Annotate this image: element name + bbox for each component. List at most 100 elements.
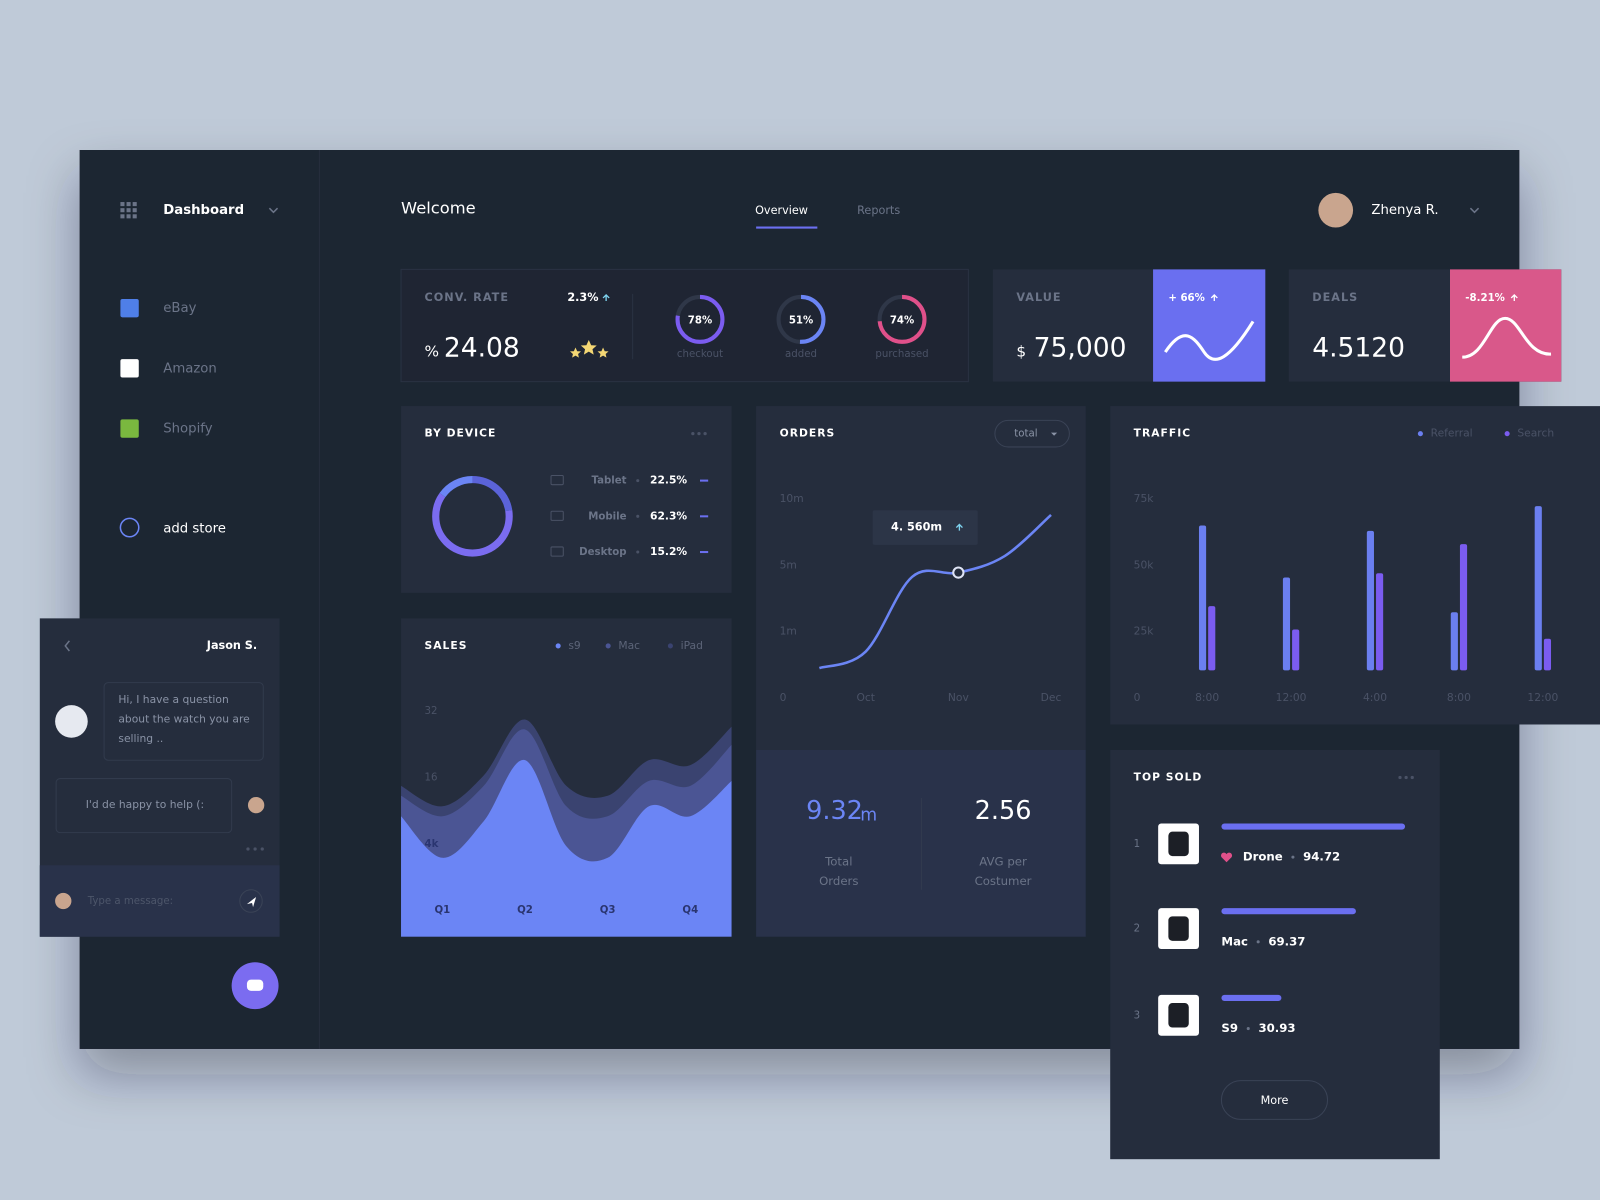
summary-label: AVG per: [979, 855, 1027, 869]
bar: [1376, 573, 1384, 671]
more-dots[interactable]: [691, 432, 707, 436]
x-tick-label: Dec: [1041, 691, 1062, 704]
store-link[interactable]: Shopify: [163, 422, 212, 437]
ring-label: 78%: [688, 315, 712, 326]
decoration: [132, 208, 137, 213]
line: [818, 513, 1052, 670]
tab[interactable]: Overview: [755, 204, 808, 217]
send-icon[interactable]: [246, 896, 257, 908]
y-tick-label: 25k: [1134, 625, 1155, 638]
bar: [1208, 606, 1216, 671]
y-tick-label: 32: [424, 706, 437, 717]
sparkline: [1462, 316, 1552, 359]
product-shape: [1168, 831, 1189, 857]
card-title: ORDERS: [780, 427, 836, 440]
send-button[interactable]: [239, 889, 263, 913]
store-link[interactable]: Amazon: [163, 361, 217, 376]
chevron[interactable]: [268, 207, 279, 214]
x-tick-label: 8:00: [1447, 691, 1471, 704]
product-value: 30.93: [1258, 1021, 1295, 1035]
device-value: 15.2%: [650, 545, 687, 558]
store-link[interactable]: eBay: [163, 301, 196, 316]
kpi-unit: $: [1016, 343, 1026, 361]
x-tick-label: Nov: [948, 691, 970, 704]
summary-value: 9.32: [806, 796, 863, 826]
product-shape: [1168, 916, 1189, 941]
device-icon: [550, 546, 564, 557]
kpi-label: CONV. RATE: [424, 291, 509, 304]
kpi-value: 4.5120: [1312, 332, 1405, 363]
message-input[interactable]: Type a message:: [87, 896, 173, 907]
message-bubble: [55, 778, 233, 834]
decoration: [132, 214, 137, 219]
product-name: Mac: [1221, 934, 1248, 948]
tab[interactable]: Reports: [857, 204, 900, 217]
sales-bar: [1221, 908, 1356, 915]
donut-segment: [432, 476, 513, 557]
bar: [1534, 506, 1542, 671]
decoration: [120, 214, 125, 219]
rank: 2: [1134, 924, 1140, 935]
kpi-value: 75,000: [1034, 332, 1127, 363]
y-tick-label: 1m: [780, 625, 797, 638]
decoration: [246, 847, 250, 851]
donut-segment: [432, 476, 513, 557]
x-tick-label: Q4: [682, 905, 698, 916]
legend-dot: [1504, 431, 1510, 437]
caret[interactable]: [1051, 432, 1058, 436]
y-tick-label: 5m: [780, 558, 797, 571]
user-avatar[interactable]: [1318, 192, 1354, 228]
decoration: [120, 208, 125, 213]
card-title: SALES: [424, 639, 467, 652]
kpi-label: VALUE: [1016, 291, 1061, 304]
more-label[interactable]: More: [1261, 1094, 1289, 1107]
user-name[interactable]: Zhenya R.: [1371, 203, 1438, 218]
menu-title[interactable]: Dashboard: [163, 203, 244, 218]
more-button[interactable]: [1220, 1080, 1329, 1120]
sparkline: [1164, 320, 1255, 361]
x-tick-label: 12:00: [1527, 691, 1558, 704]
y-tick-label: 75k: [1134, 492, 1155, 505]
legend-label: Mac: [618, 639, 640, 652]
area: [401, 759, 732, 937]
rating-stars: [570, 340, 609, 358]
legend-label: s9: [568, 639, 581, 652]
sales-bar: [1221, 823, 1406, 830]
orders-group: ORDERS total 0 1m 5m 10m Oct Nov Dec 4. 560m: [780, 427, 1062, 704]
product-name: Drone: [1243, 850, 1283, 864]
dot: [1246, 1027, 1250, 1031]
ring-caption: added: [785, 349, 817, 360]
dot: [636, 479, 640, 483]
back-button[interactable]: [64, 640, 70, 652]
decoration: [1404, 775, 1408, 780]
product-value: 94.72: [1303, 850, 1340, 864]
card-title: BY DEVICE: [424, 427, 496, 440]
ring-label: 74%: [890, 315, 914, 326]
add-store[interactable]: add store: [163, 522, 226, 537]
bar: [1459, 544, 1468, 671]
add-icon[interactable]: [119, 517, 140, 538]
decoration: [260, 847, 264, 851]
tooltip: [872, 510, 978, 545]
kpi-accent: [1450, 269, 1562, 382]
device-icon: [550, 475, 564, 486]
ring-caption: purchased: [875, 349, 928, 360]
chat-icon[interactable]: [246, 979, 264, 991]
more-dots[interactable]: [1398, 775, 1414, 780]
dropdown[interactable]: [994, 419, 1070, 448]
x-tick-label: Q2: [517, 905, 533, 916]
rank: 3: [1134, 1010, 1140, 1021]
message-bubble: [103, 682, 264, 761]
legend-dot: [605, 643, 611, 649]
x-tick-label: Q1: [434, 905, 450, 916]
legend-label: Search: [1517, 427, 1554, 440]
ring-arc: [776, 294, 826, 344]
chevron[interactable]: [1469, 207, 1480, 214]
ring-arc: [877, 294, 927, 344]
summary-unit: m: [860, 805, 877, 825]
shopify-icon: [120, 419, 139, 438]
decoration: [1410, 775, 1414, 780]
dropdown-label: total: [1014, 429, 1037, 440]
y-tick-label: 0: [1134, 691, 1141, 704]
up-arrow: [1510, 293, 1518, 302]
